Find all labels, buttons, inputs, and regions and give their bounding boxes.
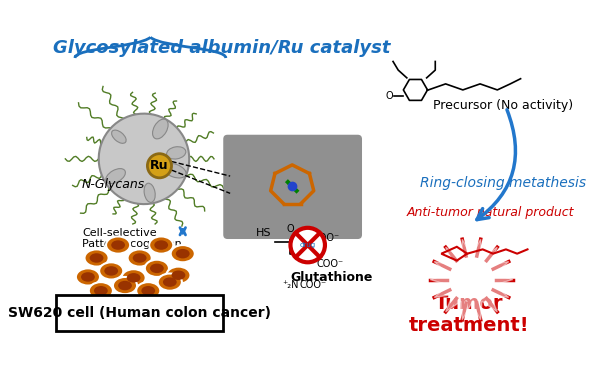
- Ellipse shape: [104, 266, 118, 276]
- Ellipse shape: [172, 270, 185, 280]
- Polygon shape: [430, 239, 513, 320]
- Text: NH: NH: [310, 246, 324, 256]
- Ellipse shape: [145, 260, 169, 277]
- Ellipse shape: [122, 269, 146, 287]
- Text: Precursor (No activity): Precursor (No activity): [433, 98, 573, 112]
- Ellipse shape: [94, 286, 108, 295]
- Text: N-Glycans: N-Glycans: [82, 178, 145, 191]
- Ellipse shape: [167, 147, 186, 159]
- Ellipse shape: [149, 236, 173, 254]
- Ellipse shape: [128, 249, 152, 266]
- Ellipse shape: [89, 282, 113, 299]
- Circle shape: [148, 154, 172, 178]
- Text: drug: drug: [299, 242, 316, 248]
- Ellipse shape: [118, 281, 132, 290]
- Ellipse shape: [113, 277, 137, 294]
- Text: Ring-closing metathesis: Ring-closing metathesis: [420, 176, 586, 190]
- Ellipse shape: [170, 245, 195, 262]
- Text: Glycosylated albumin/Ru catalyst: Glycosylated albumin/Ru catalyst: [53, 39, 391, 57]
- Ellipse shape: [144, 183, 155, 202]
- Ellipse shape: [166, 266, 190, 284]
- Ellipse shape: [136, 282, 160, 299]
- Text: Tumor
treatment!: Tumor treatment!: [409, 294, 529, 335]
- Text: Anti-tumor natural product: Anti-tumor natural product: [407, 206, 574, 219]
- Ellipse shape: [150, 264, 164, 273]
- Text: COO⁻: COO⁻: [316, 259, 343, 269]
- Ellipse shape: [99, 262, 123, 280]
- Ellipse shape: [106, 236, 130, 254]
- Text: COO⁻: COO⁻: [312, 233, 339, 243]
- FancyBboxPatch shape: [223, 135, 362, 239]
- Text: O: O: [386, 91, 394, 101]
- Ellipse shape: [85, 249, 109, 266]
- Ellipse shape: [142, 286, 155, 295]
- Ellipse shape: [111, 240, 125, 250]
- Ellipse shape: [154, 240, 168, 250]
- Ellipse shape: [106, 169, 125, 184]
- Text: Ru: Ru: [150, 159, 169, 172]
- Ellipse shape: [127, 273, 140, 283]
- Ellipse shape: [89, 253, 103, 263]
- Ellipse shape: [76, 268, 100, 285]
- Text: COO⁻: COO⁻: [299, 280, 326, 290]
- Text: ⁺₂N: ⁺₂N: [282, 280, 298, 290]
- Ellipse shape: [99, 113, 189, 204]
- Ellipse shape: [81, 272, 95, 282]
- Ellipse shape: [133, 253, 146, 263]
- Text: Glutathione: Glutathione: [290, 271, 373, 284]
- Text: Cell-selective
Patter recognition: Cell-selective Patter recognition: [82, 228, 182, 249]
- Text: SW620 cell (Human colon cancer): SW620 cell (Human colon cancer): [8, 306, 271, 320]
- Text: HS: HS: [256, 228, 271, 238]
- Ellipse shape: [176, 249, 190, 258]
- Ellipse shape: [158, 273, 182, 291]
- FancyBboxPatch shape: [56, 295, 223, 331]
- FancyArrowPatch shape: [477, 110, 515, 220]
- Text: O: O: [286, 224, 294, 234]
- Ellipse shape: [163, 163, 186, 178]
- Ellipse shape: [163, 277, 177, 287]
- Circle shape: [290, 228, 325, 262]
- FancyBboxPatch shape: [226, 137, 359, 236]
- Ellipse shape: [112, 130, 126, 143]
- Ellipse shape: [152, 119, 168, 139]
